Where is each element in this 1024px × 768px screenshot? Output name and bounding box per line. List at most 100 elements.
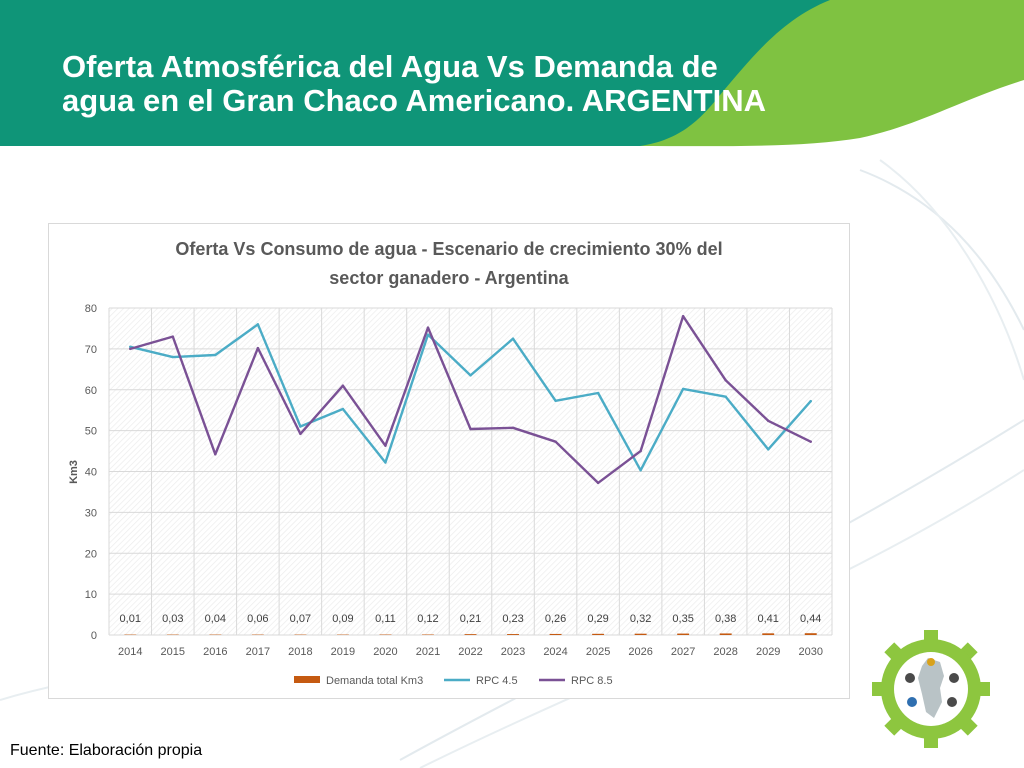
bar-data-label: 0,01 bbox=[120, 613, 141, 625]
rpc45-point bbox=[256, 323, 260, 326]
y-tick-label: 10 bbox=[85, 589, 97, 601]
demand-bar bbox=[762, 633, 775, 635]
demand-bar bbox=[634, 633, 647, 635]
x-tick-label: 2014 bbox=[118, 646, 142, 658]
y-axis-title: Km3 bbox=[68, 460, 80, 484]
slide-title: Oferta Atmosférica del Agua Vs Demanda d… bbox=[62, 50, 822, 118]
rpc85-point bbox=[639, 449, 642, 453]
rpc45-point bbox=[554, 399, 557, 402]
rpc45-point bbox=[767, 448, 770, 451]
x-tick-label: 2026 bbox=[628, 646, 652, 658]
legend: Demanda total Km3 RPC 4.5 RPC 8.5 bbox=[294, 675, 613, 687]
bar-data-label: 0,11 bbox=[375, 613, 396, 625]
background-wave bbox=[859, 169, 1024, 331]
chart-title-line-1: Oferta Vs Consumo de agua - Escenario de… bbox=[175, 239, 722, 259]
rpc85-point bbox=[129, 347, 132, 351]
source-note: Fuente: Elaboración propia bbox=[10, 742, 203, 759]
chart: Oferta Vs Consumo de agua - Escenario de… bbox=[68, 239, 833, 687]
rpc85-point bbox=[256, 346, 260, 350]
bar-data-label: 0,23 bbox=[502, 613, 523, 625]
bar-data-label: 0,12 bbox=[417, 613, 438, 625]
rpc85-point bbox=[511, 426, 515, 429]
x-tick-label: 2030 bbox=[798, 646, 822, 658]
rpc45-point bbox=[511, 337, 515, 340]
rpc85-point bbox=[809, 440, 812, 443]
demand-bar bbox=[464, 634, 477, 635]
x-tick-label: 2020 bbox=[373, 646, 397, 658]
bar-data-label: 0,06 bbox=[247, 613, 268, 625]
y-tick-label: 0 bbox=[91, 630, 97, 642]
rpc85-point bbox=[469, 427, 472, 431]
rpc45-point bbox=[341, 407, 345, 411]
rpc85-point bbox=[724, 379, 727, 382]
demand-bar bbox=[677, 633, 690, 635]
header-teal-band bbox=[0, 0, 830, 146]
rpc45-point bbox=[171, 355, 174, 359]
y-tick-label: 60 bbox=[85, 385, 97, 397]
series-lines bbox=[129, 314, 812, 485]
y-tick-label: 30 bbox=[85, 507, 97, 519]
y-tick-label: 80 bbox=[85, 303, 97, 315]
rpc45-point bbox=[426, 333, 430, 336]
chart-title-line-2: sector ganadero - Argentina bbox=[329, 268, 569, 288]
logo-map-shape bbox=[918, 658, 944, 718]
rpc85-point bbox=[426, 326, 430, 329]
rpc45-point bbox=[596, 391, 600, 395]
legend-label: RPC 8.5 bbox=[571, 675, 613, 687]
logo-icon-dot bbox=[949, 673, 959, 683]
rpc45-point bbox=[299, 425, 302, 428]
x-tick-label: 2022 bbox=[458, 646, 482, 658]
bar-data-label: 0,32 bbox=[630, 613, 651, 625]
x-tick-label: 2028 bbox=[713, 646, 737, 658]
demand-bar bbox=[804, 633, 817, 635]
x-tick-label: 2017 bbox=[246, 646, 270, 658]
x-tick-label: 2025 bbox=[586, 646, 610, 658]
x-tick-label: 2018 bbox=[288, 646, 312, 658]
demand-bar bbox=[592, 633, 605, 635]
rpc85-point bbox=[596, 481, 600, 485]
rpc45-point bbox=[724, 395, 727, 398]
logo-icon-dot bbox=[947, 697, 957, 707]
y-tick-label: 40 bbox=[85, 467, 97, 479]
logo-icon-dot bbox=[905, 673, 915, 683]
data-labels: 0,01 0,03 0,04 0,06 0,07 0,09 0,11 0,12 0,21 0,23… bbox=[120, 613, 822, 625]
slide-title-line-1: Oferta Atmosférica del Agua Vs Demanda d… bbox=[62, 49, 718, 84]
rpc85-point bbox=[171, 335, 174, 338]
gran-chaco-logo bbox=[872, 630, 990, 748]
rpc45-point bbox=[469, 374, 472, 377]
bar-data-label: 0,09 bbox=[332, 613, 353, 625]
chart-grid bbox=[108, 307, 833, 636]
x-tick-label: 2021 bbox=[416, 646, 440, 658]
x-tick-label: 2016 bbox=[203, 646, 227, 658]
rpc45-point bbox=[214, 353, 217, 357]
legend-swatch-demand bbox=[294, 676, 320, 683]
rpc85-point bbox=[384, 444, 387, 447]
x-tick-label: 2024 bbox=[543, 646, 567, 658]
demand-bar bbox=[549, 633, 562, 635]
bar-data-label: 0,26 bbox=[545, 613, 566, 625]
bar-data-label: 0,29 bbox=[587, 613, 608, 625]
bar-data-label: 0,44 bbox=[800, 613, 821, 625]
y-tick-label: 70 bbox=[85, 344, 97, 356]
x-tick-label: 2023 bbox=[501, 646, 525, 658]
x-tick-label: 2029 bbox=[756, 646, 780, 658]
bar-data-label: 0,41 bbox=[757, 613, 778, 625]
logo-icon-dot bbox=[907, 697, 917, 707]
rpc45-point bbox=[129, 345, 132, 349]
slide-title-line-2: agua en el Gran Chaco Americano. ARGENTI… bbox=[62, 83, 766, 118]
rpc45-point bbox=[384, 461, 387, 464]
x-tick-label: 2015 bbox=[161, 646, 185, 658]
bar-data-label: 0,38 bbox=[715, 613, 736, 625]
chart-panel: Oferta Vs Consumo de agua - Escenario de… bbox=[48, 223, 850, 699]
legend-label: Demanda total Km3 bbox=[326, 675, 423, 687]
demand-bar bbox=[507, 634, 519, 635]
logo-icon-dot bbox=[927, 658, 935, 666]
rpc85-point bbox=[767, 419, 770, 423]
y-tick-label: 20 bbox=[85, 548, 97, 560]
demand-bar bbox=[719, 633, 732, 635]
bar-data-label: 0,35 bbox=[672, 613, 693, 625]
bar-data-label: 0,04 bbox=[205, 613, 226, 625]
rpc85-point bbox=[554, 440, 557, 443]
